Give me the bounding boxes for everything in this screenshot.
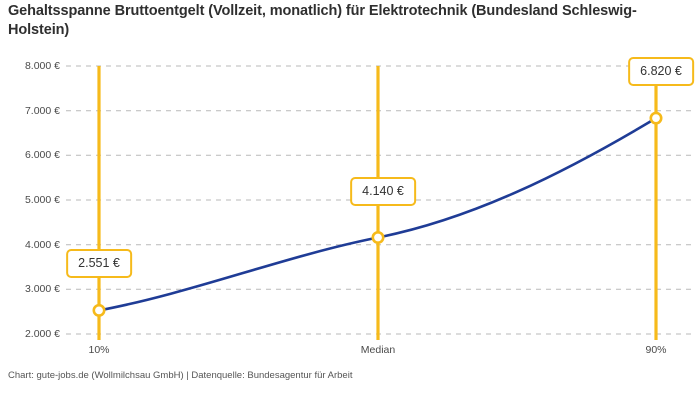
- y-axis: 8.000 € 7.000 € 6.000 € 5.000 € 4.000 € …: [4, 0, 60, 400]
- y-tick-label: 4.000 €: [24, 238, 60, 251]
- x-tick-label-p10: 10%: [88, 344, 110, 356]
- marker-p90: [649, 111, 663, 125]
- data-label-p10: 2.551 €: [66, 249, 132, 278]
- x-tick-label-p90: 90%: [645, 344, 667, 356]
- marker-p10: [92, 303, 106, 317]
- x-tick-label-median: Median: [360, 344, 396, 356]
- data-label-p90: 6.820 €: [628, 57, 694, 86]
- chart-title: Gehaltsspanne Bruttoentgelt (Vollzeit, m…: [8, 3, 637, 39]
- marker-median: [371, 231, 385, 245]
- source-note: Chart: gute-jobs.de (Wollmilchsau GmbH) …: [8, 370, 353, 381]
- y-tick-label: 8.000 €: [24, 60, 60, 72]
- y-tick-label: 6.000 €: [24, 149, 60, 162]
- data-markers: [92, 111, 663, 317]
- y-tick-label: 3.000 €: [24, 283, 60, 296]
- y-tick-label: 5.000 €: [24, 194, 60, 206]
- y-tick-label: 2.000 €: [24, 328, 60, 340]
- y-tick-label: 7.000 €: [24, 104, 60, 117]
- data-label-median: 4.140 €: [350, 177, 416, 206]
